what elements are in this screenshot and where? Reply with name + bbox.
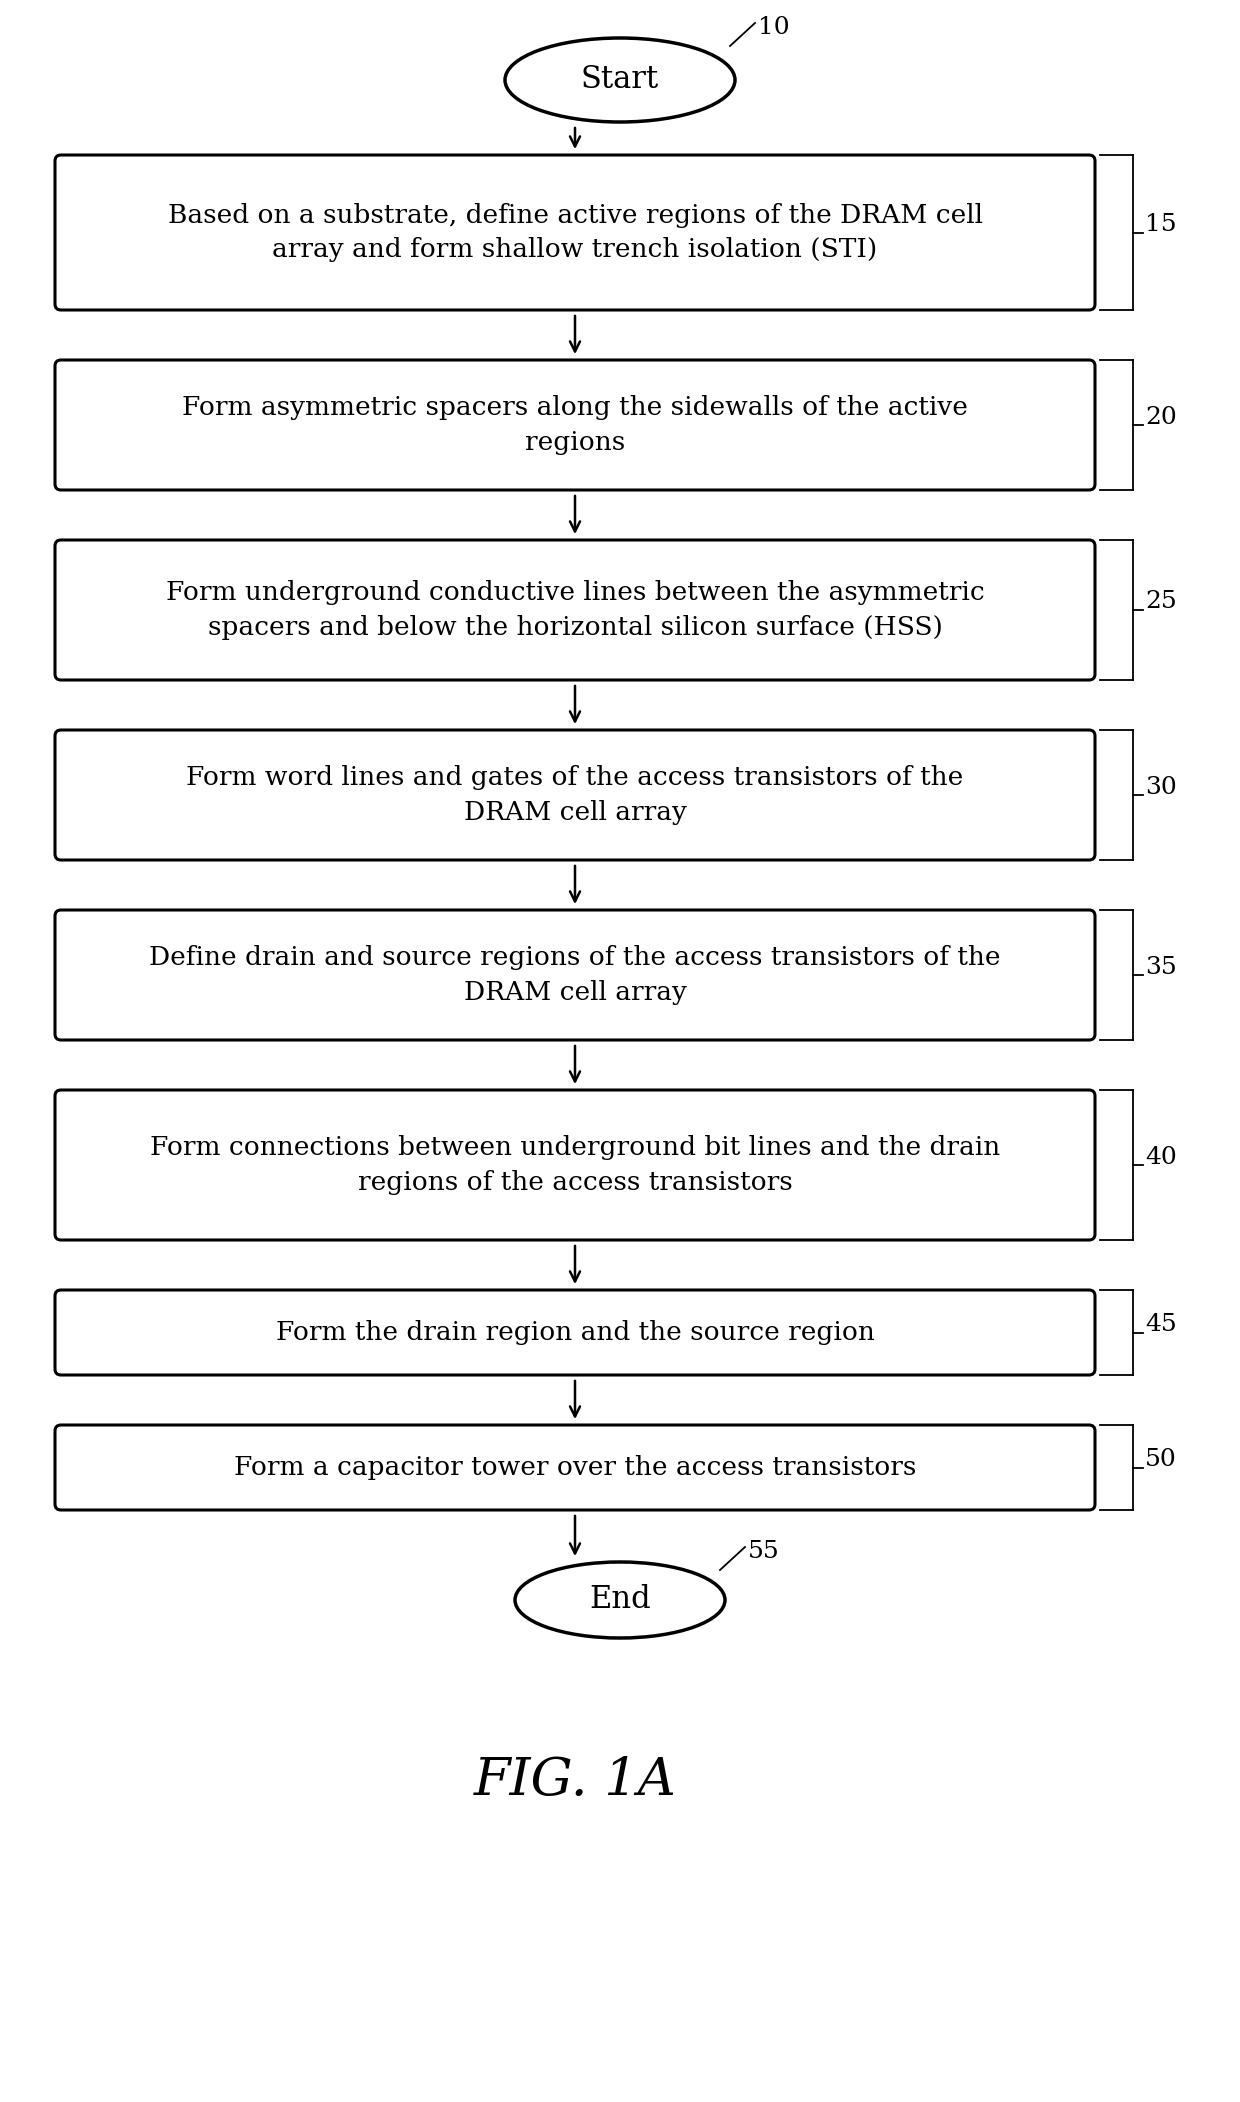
Ellipse shape	[515, 1562, 725, 1637]
Text: 55: 55	[748, 1541, 780, 1564]
Text: Form the drain region and the source region: Form the drain region and the source reg…	[275, 1320, 874, 1345]
Text: 10: 10	[758, 17, 790, 40]
Text: Form asymmetric spacers along the sidewalls of the active
regions: Form asymmetric spacers along the sidewa…	[182, 395, 968, 454]
Text: Based on a substrate, define active regions of the DRAM cell
array and form shal: Based on a substrate, define active regi…	[167, 202, 982, 263]
FancyBboxPatch shape	[55, 1291, 1095, 1375]
Text: Form a capacitor tower over the access transistors: Form a capacitor tower over the access t…	[234, 1455, 916, 1480]
FancyBboxPatch shape	[55, 359, 1095, 490]
FancyBboxPatch shape	[55, 156, 1095, 309]
Text: Define drain and source regions of the access transistors of the
DRAM cell array: Define drain and source regions of the a…	[149, 946, 1001, 1005]
Text: 50: 50	[1145, 1448, 1177, 1471]
Text: 30: 30	[1145, 776, 1177, 799]
FancyBboxPatch shape	[55, 540, 1095, 681]
Text: 15: 15	[1145, 212, 1177, 235]
Text: Form connections between underground bit lines and the drain
regions of the acce: Form connections between underground bit…	[150, 1135, 1001, 1196]
Text: 45: 45	[1145, 1314, 1177, 1337]
Ellipse shape	[505, 38, 735, 122]
Text: Start: Start	[580, 65, 660, 95]
Text: 20: 20	[1145, 406, 1177, 429]
Text: Form word lines and gates of the access transistors of the
DRAM cell array: Form word lines and gates of the access …	[186, 765, 963, 824]
FancyBboxPatch shape	[55, 729, 1095, 860]
FancyBboxPatch shape	[55, 910, 1095, 1040]
Text: 35: 35	[1145, 956, 1177, 980]
Text: Form underground conductive lines between the asymmetric
spacers and below the h: Form underground conductive lines betwee…	[166, 580, 985, 639]
FancyBboxPatch shape	[55, 1425, 1095, 1509]
FancyBboxPatch shape	[55, 1091, 1095, 1240]
Text: End: End	[589, 1585, 651, 1616]
Text: 25: 25	[1145, 591, 1177, 614]
Text: 40: 40	[1145, 1146, 1177, 1169]
Text: FIG. 1A: FIG. 1A	[474, 1755, 677, 1806]
